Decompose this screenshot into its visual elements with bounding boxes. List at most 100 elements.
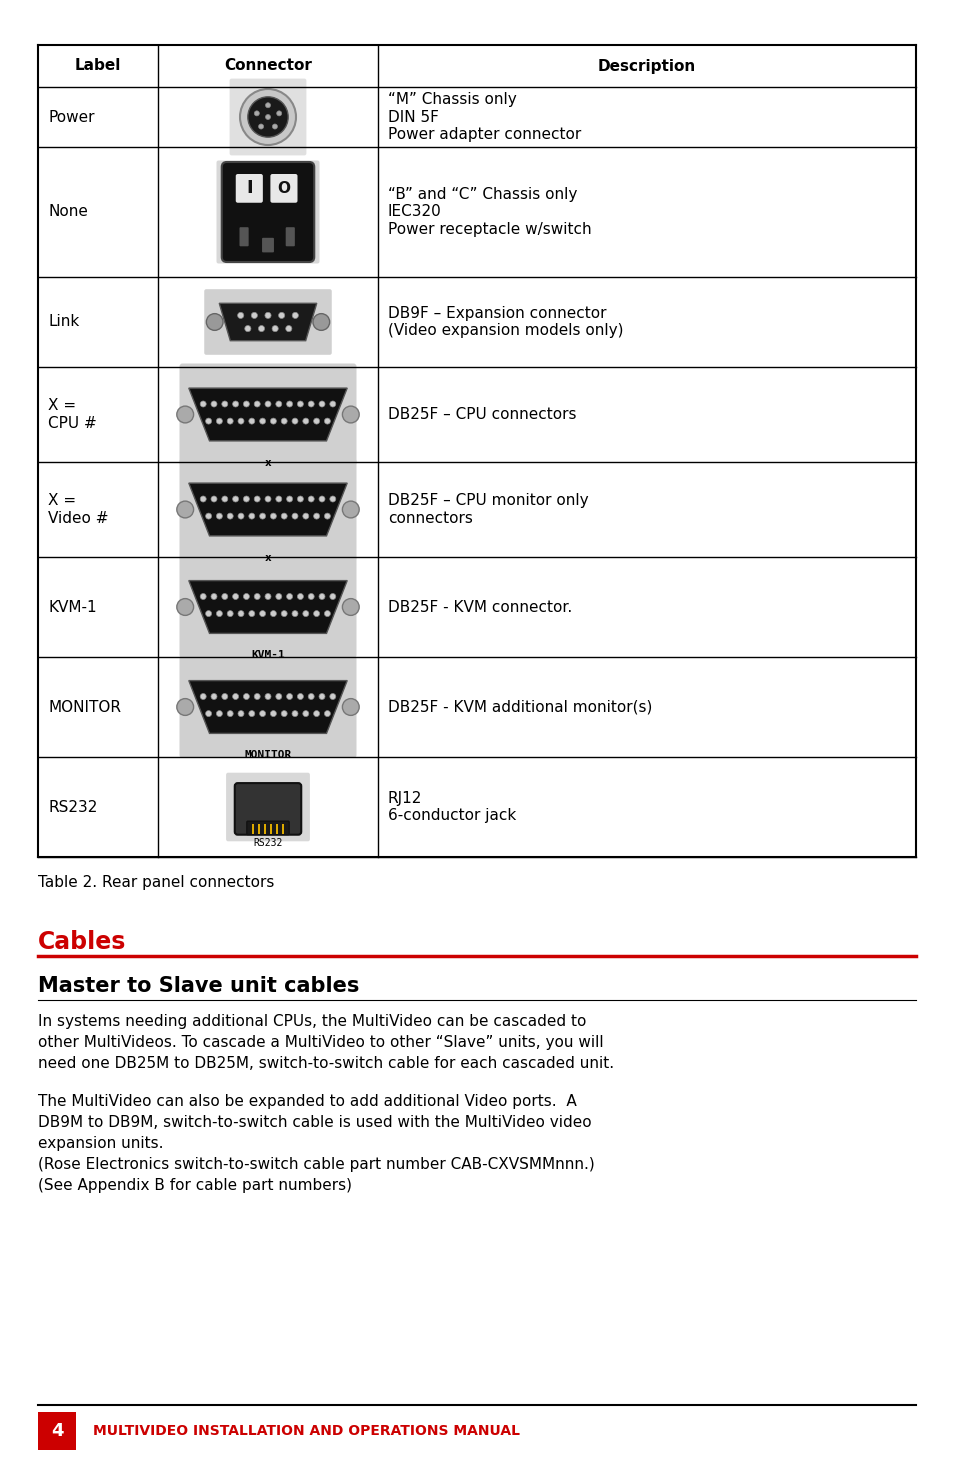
Polygon shape <box>189 484 347 535</box>
Circle shape <box>302 417 309 425</box>
Circle shape <box>297 401 303 407</box>
Circle shape <box>330 593 335 599</box>
Text: RJ12
6-conductor jack: RJ12 6-conductor jack <box>388 791 516 823</box>
Circle shape <box>297 693 303 699</box>
Circle shape <box>249 417 254 425</box>
Bar <box>270 825 272 833</box>
Text: RS232: RS232 <box>48 799 97 814</box>
Circle shape <box>318 693 325 699</box>
Polygon shape <box>189 581 347 633</box>
FancyBboxPatch shape <box>247 822 289 835</box>
Circle shape <box>275 593 281 599</box>
FancyBboxPatch shape <box>285 227 294 246</box>
Circle shape <box>265 593 271 599</box>
Circle shape <box>227 417 233 425</box>
Circle shape <box>272 326 278 332</box>
Circle shape <box>275 401 281 407</box>
Circle shape <box>270 417 276 425</box>
Circle shape <box>278 313 284 319</box>
Circle shape <box>297 496 303 502</box>
Circle shape <box>330 693 335 699</box>
FancyBboxPatch shape <box>226 773 310 841</box>
Circle shape <box>276 111 281 117</box>
Circle shape <box>245 326 251 332</box>
Text: Table 2. Rear panel connectors: Table 2. Rear panel connectors <box>38 875 274 889</box>
FancyBboxPatch shape <box>179 459 356 560</box>
Circle shape <box>237 417 244 425</box>
FancyBboxPatch shape <box>179 363 356 466</box>
Text: KVM-1: KVM-1 <box>48 599 96 615</box>
Circle shape <box>211 593 216 599</box>
Circle shape <box>324 417 330 425</box>
FancyBboxPatch shape <box>235 174 263 202</box>
Circle shape <box>249 513 254 519</box>
Text: 4: 4 <box>51 1422 63 1440</box>
FancyBboxPatch shape <box>230 78 306 155</box>
Circle shape <box>258 326 264 332</box>
Circle shape <box>253 401 260 407</box>
Circle shape <box>233 496 238 502</box>
Circle shape <box>318 401 325 407</box>
Circle shape <box>200 401 206 407</box>
Circle shape <box>243 401 249 407</box>
FancyBboxPatch shape <box>221 162 314 263</box>
Circle shape <box>318 496 325 502</box>
Text: x: x <box>264 459 271 468</box>
Circle shape <box>221 401 228 407</box>
Bar <box>281 825 284 833</box>
Circle shape <box>253 496 260 502</box>
Circle shape <box>176 502 193 518</box>
Circle shape <box>211 693 216 699</box>
Text: DB9F – Expansion connector
(Video expansion models only): DB9F – Expansion connector (Video expans… <box>388 305 623 338</box>
Circle shape <box>253 593 260 599</box>
Circle shape <box>259 611 265 617</box>
Text: DB25F - KVM additional monitor(s): DB25F - KVM additional monitor(s) <box>388 699 652 714</box>
FancyBboxPatch shape <box>270 174 297 202</box>
FancyBboxPatch shape <box>239 227 249 246</box>
Circle shape <box>227 711 233 717</box>
Circle shape <box>308 496 314 502</box>
FancyBboxPatch shape <box>179 656 356 758</box>
Circle shape <box>221 593 228 599</box>
Circle shape <box>342 599 359 615</box>
Circle shape <box>200 593 206 599</box>
Circle shape <box>302 711 309 717</box>
Text: KVM-1: KVM-1 <box>251 650 285 661</box>
Circle shape <box>313 314 330 330</box>
Text: DB25F – CPU connectors: DB25F – CPU connectors <box>388 407 576 422</box>
Circle shape <box>221 693 228 699</box>
Text: X =
Video #: X = Video # <box>48 493 109 525</box>
Circle shape <box>258 124 263 128</box>
Circle shape <box>240 88 295 145</box>
FancyBboxPatch shape <box>262 237 274 252</box>
Circle shape <box>286 496 293 502</box>
Circle shape <box>297 593 303 599</box>
Circle shape <box>233 693 238 699</box>
Circle shape <box>237 513 244 519</box>
Circle shape <box>302 513 309 519</box>
Text: X =
CPU #: X = CPU # <box>48 398 96 431</box>
Circle shape <box>285 326 292 332</box>
Text: None: None <box>48 205 88 220</box>
Circle shape <box>265 313 271 319</box>
Circle shape <box>216 711 222 717</box>
Circle shape <box>286 693 293 699</box>
Bar <box>252 825 253 833</box>
Circle shape <box>233 593 238 599</box>
Circle shape <box>265 693 271 699</box>
Circle shape <box>233 401 238 407</box>
Circle shape <box>216 513 222 519</box>
Text: Description: Description <box>598 59 696 74</box>
Circle shape <box>206 513 212 519</box>
Circle shape <box>308 593 314 599</box>
Circle shape <box>243 496 249 502</box>
Circle shape <box>243 693 249 699</box>
Text: MONITOR: MONITOR <box>48 699 121 714</box>
Circle shape <box>324 711 330 717</box>
FancyBboxPatch shape <box>38 1412 76 1450</box>
Circle shape <box>286 401 293 407</box>
Circle shape <box>211 401 216 407</box>
Circle shape <box>206 314 223 330</box>
Circle shape <box>273 124 277 128</box>
Circle shape <box>308 693 314 699</box>
